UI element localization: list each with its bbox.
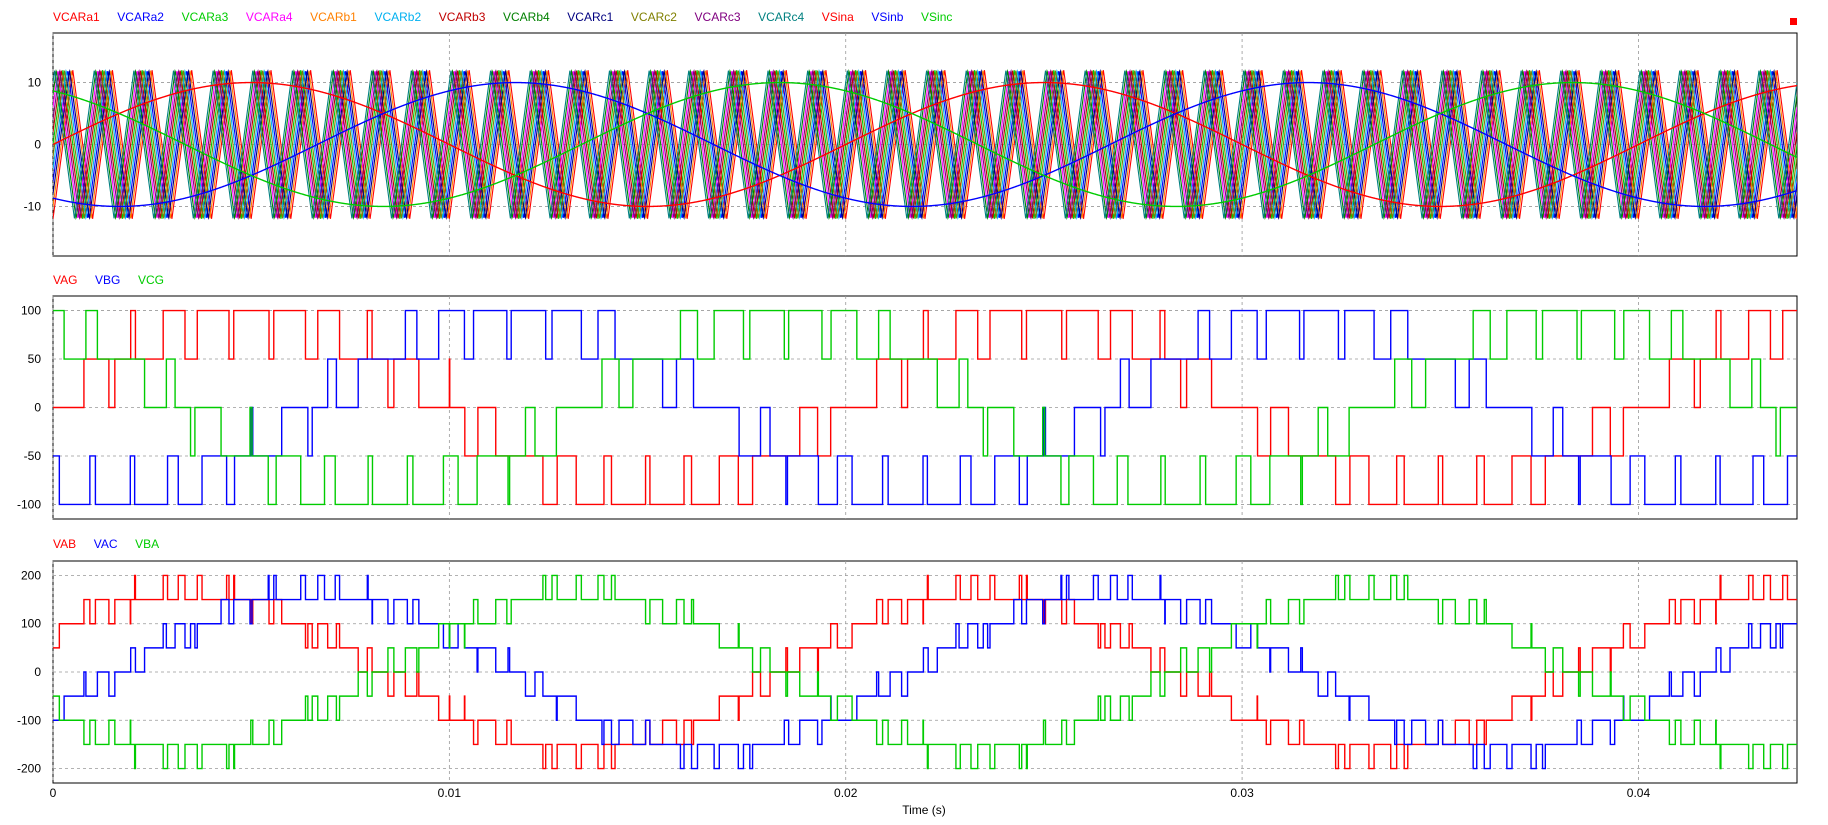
corner-marker — [1790, 18, 1797, 25]
y-tick-label: 0 — [34, 665, 41, 679]
legend-vcara2: VCARa2 — [117, 10, 164, 24]
x-tick-label: 0.01 — [438, 786, 462, 800]
x-tick-label: 0.02 — [834, 786, 858, 800]
legend-vba: VBA — [135, 537, 159, 551]
series-vcarc4 — [53, 70, 1797, 219]
legend-vcarc3: VCARc3 — [695, 10, 741, 24]
y-tick-label: -100 — [17, 713, 41, 727]
series-vcarb4 — [53, 68, 1797, 221]
x-tick-label: 0.03 — [1230, 786, 1254, 800]
series-vcarb2 — [53, 68, 1797, 221]
legend-vcarb4: VCARb4 — [503, 10, 550, 24]
x-axis: 0 0.01 0.02 0.03 0.04 — [50, 786, 1651, 800]
y-tick-label: -200 — [17, 762, 41, 776]
series-vsinc — [53, 81, 1797, 208]
series-vsinb — [53, 81, 1797, 208]
y-tick-label: 200 — [21, 568, 41, 582]
series-vag — [53, 309, 1797, 506]
panel-1: 10 0 -10 VCARa1 VCARa2 VCARa3 VCARa4 VCARb1 VCAR… — [24, 10, 1798, 257]
series-vsina — [53, 81, 1797, 208]
legend-vsina: VSina — [822, 10, 854, 24]
y-tick-label: 0 — [34, 401, 41, 415]
legend-vcarc4: VCARc4 — [758, 10, 804, 24]
legend-vac: VAC — [94, 537, 118, 551]
legend-vcarb3: VCARb3 — [439, 10, 486, 24]
legend-vsinb: VSinb — [871, 10, 903, 24]
y-tick-label: 10 — [28, 76, 42, 90]
x-tick-label: 0.04 — [1627, 786, 1651, 800]
y-tick-label: -10 — [24, 199, 42, 213]
legend-vcarb2: VCARb2 — [374, 10, 421, 24]
y-tick-label: -50 — [24, 449, 42, 463]
series-vbg — [53, 309, 1797, 506]
legend-vcara1: VCARa1 — [53, 10, 100, 24]
series-vba — [53, 574, 1797, 770]
legend-vab: VAB — [53, 537, 76, 551]
series-vcarb3 — [53, 70, 1797, 219]
series-vab — [53, 574, 1797, 770]
y-tick-label: 100 — [21, 304, 41, 318]
x-axis-title: Time (s) — [902, 803, 946, 817]
legend-vcarc1: VCARc1 — [567, 10, 613, 24]
y-tick-label: 0 — [34, 138, 41, 152]
panel-2: 100 50 0 -50 -100 VAG VBG VCG — [17, 273, 1798, 520]
legend-vcara4: VCARa4 — [246, 10, 293, 24]
legend-vag: VAG — [53, 273, 77, 287]
legend-vcarc2: VCARc2 — [631, 10, 677, 24]
y-tick-label: -100 — [17, 497, 41, 511]
series-vac — [53, 574, 1797, 770]
y-tick-label: 50 — [28, 352, 42, 366]
x-tick-label: 0 — [50, 786, 57, 800]
legend-vcara3: VCARa3 — [182, 10, 229, 24]
legend-vcg: VCG — [138, 273, 164, 287]
panel-3: 200 100 0 -100 -200 VAB VAC VBA — [17, 537, 1798, 784]
legend-vcarb1: VCARb1 — [310, 10, 357, 24]
legend-vbg: VBG — [95, 273, 120, 287]
y-tick-label: 100 — [21, 617, 41, 631]
series-vcg — [53, 309, 1797, 506]
legend-vsinc: VSinc — [921, 10, 952, 24]
